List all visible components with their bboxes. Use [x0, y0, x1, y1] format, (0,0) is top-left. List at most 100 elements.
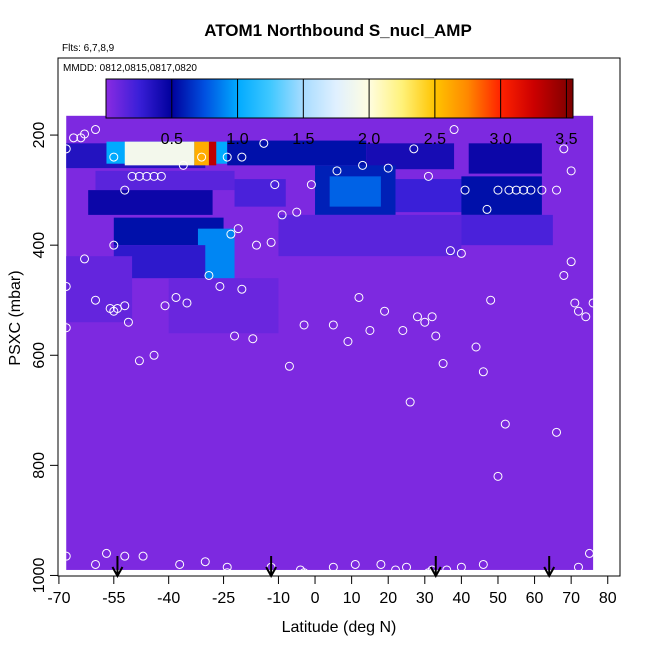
colorbar-tick-label: 0.5	[161, 131, 183, 148]
x-tick-label: 30	[416, 590, 434, 607]
observation-point	[584, 548, 594, 558]
x-tick-label: 80	[599, 590, 617, 607]
observation-point	[493, 471, 503, 481]
observation-point	[175, 559, 185, 569]
y-tick-label: 1000	[31, 558, 48, 594]
observation-point	[134, 171, 144, 181]
observation-point	[328, 562, 338, 572]
x-tick-label: -70	[47, 590, 70, 607]
observation-point	[109, 306, 119, 316]
colorbar-tick-label: 1.0	[226, 131, 248, 148]
date-annotation: MMDD: 0812,0815,0817,0820	[63, 63, 197, 74]
observation-point	[391, 565, 401, 575]
observation-point	[61, 281, 71, 291]
flights-annotation: Flts: 6,7,8,9	[62, 43, 115, 54]
colorbar-tick-label: 3.0	[490, 131, 512, 148]
x-tick-label: -55	[102, 590, 125, 607]
observation-point	[420, 317, 430, 327]
observation-point	[603, 268, 613, 278]
observation-point	[69, 133, 79, 143]
y-axis-label: PSXC (mbar)	[7, 270, 24, 365]
x-tick-label: 0	[311, 590, 320, 607]
observation-point	[160, 301, 170, 311]
observation-point	[595, 449, 605, 459]
x-tick-label: 20	[379, 590, 397, 607]
heatmap-cell	[234, 179, 286, 207]
observation-point	[142, 171, 152, 181]
observation-point	[127, 171, 137, 181]
heatmap-cell	[395, 179, 469, 213]
observation-point	[566, 166, 576, 176]
colorbar-tick-label: 2.0	[358, 131, 380, 148]
observation-point	[109, 152, 119, 162]
colorbar: 0.5 1.0 1.5 2.0 2.5 3.0 3.5	[105, 78, 578, 148]
observation-point	[204, 270, 214, 280]
x-tick-label: 40	[452, 590, 470, 607]
observation-point	[91, 295, 101, 305]
heatmap-cell	[468, 143, 542, 174]
observation-point	[559, 144, 569, 154]
observation-point	[230, 331, 240, 341]
observation-point	[233, 224, 243, 234]
observation-point	[149, 350, 159, 360]
observation-point	[215, 281, 225, 291]
x-axis-label: Latitude (deg N)	[282, 619, 397, 636]
x-axis: -70 -55 -40 -25 -10 0 10 20 30 40 50 60 70 80	[47, 576, 617, 607]
observation-point	[61, 323, 71, 333]
observation-point	[383, 163, 393, 173]
observation-point	[156, 171, 166, 181]
observation-point	[299, 568, 309, 578]
observation-point	[431, 331, 441, 341]
observation-point	[504, 185, 514, 195]
plot-frame	[57, 57, 621, 577]
observation-point	[402, 562, 412, 572]
observation-point	[149, 171, 159, 181]
heatmap-cell	[329, 176, 381, 207]
observation-point	[537, 185, 547, 195]
observation-point	[423, 568, 433, 578]
observation-point	[573, 306, 583, 316]
heatmap-cell	[278, 214, 462, 257]
observation-point	[277, 210, 287, 220]
observation-point	[566, 257, 576, 267]
observation-point	[581, 312, 591, 322]
observation-point	[380, 306, 390, 316]
observation-point	[409, 144, 419, 154]
observation-point	[606, 521, 616, 531]
observation-point	[197, 152, 207, 162]
observation-point	[412, 312, 422, 322]
y-tick-label: 400	[31, 232, 48, 259]
observation-point	[460, 185, 470, 195]
observation-point	[442, 565, 452, 575]
observation-point	[299, 320, 309, 330]
observation-point	[511, 185, 521, 195]
y-axis: 200 400 600 800 1000	[31, 122, 58, 594]
observation-point	[251, 240, 261, 250]
observation-point	[91, 125, 101, 135]
observation-point	[178, 160, 188, 170]
observation-point	[552, 427, 562, 437]
y-tick-label: 600	[31, 342, 48, 369]
observation-point	[445, 246, 455, 256]
observation-point	[570, 298, 580, 308]
x-tick-label: 50	[489, 590, 507, 607]
observation-point	[328, 320, 338, 330]
x-tick-label: -40	[157, 590, 180, 607]
x-tick-label: 70	[562, 590, 580, 607]
colorbar-ticks: 0.5 1.0 1.5 2.0 2.5 3.0 3.5	[161, 79, 578, 148]
observation-point	[573, 562, 583, 572]
observation-point	[200, 557, 210, 567]
observation-point	[171, 292, 181, 302]
heatmap-cell	[208, 141, 217, 166]
observation-point	[398, 325, 408, 335]
observation-point	[138, 551, 148, 561]
observation-point	[120, 551, 130, 561]
heatmap-cell	[461, 214, 553, 246]
observation-point	[259, 138, 269, 148]
observation-point	[482, 204, 492, 214]
observation-point	[266, 237, 276, 247]
observation-point	[237, 152, 247, 162]
observation-point	[123, 317, 133, 327]
observation-point	[91, 559, 101, 569]
